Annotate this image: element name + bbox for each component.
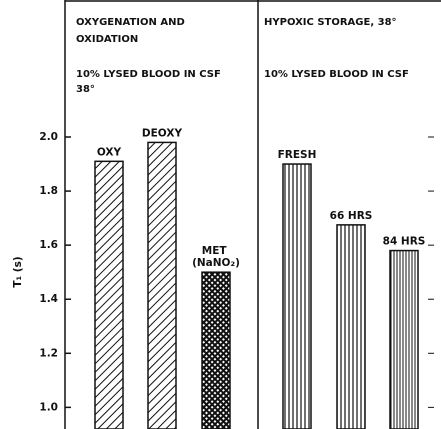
bar-label: FRESH xyxy=(278,149,317,161)
y-tick-label: 1.4 xyxy=(39,293,58,305)
y-axis-label: T₁ (s) xyxy=(12,256,24,287)
panel-title: OXIDATION xyxy=(76,34,138,45)
bar-label: 84 HRS xyxy=(383,236,426,248)
panel-title: HYPOXIC STORAGE, 38° xyxy=(264,17,397,28)
y-tick-label: 1.0 xyxy=(39,401,58,413)
bar xyxy=(282,163,312,429)
panel-subtitle: 38° xyxy=(76,84,95,95)
y-tick-label: 1.8 xyxy=(39,185,58,197)
bar-label: DEOXY xyxy=(142,127,183,139)
panel-subtitle: 10% LYSED BLOOD IN CSF xyxy=(76,69,221,80)
bar xyxy=(147,141,177,429)
bar xyxy=(94,160,124,429)
panel-subtitle: 10% LYSED BLOOD IN CSF xyxy=(264,69,409,80)
bar xyxy=(389,249,419,429)
y-tick-label: 2.0 xyxy=(39,131,58,143)
bar xyxy=(201,271,231,429)
y-tick-label: 1.2 xyxy=(39,347,58,359)
bar-label: MET (NaNO₂) xyxy=(192,245,240,269)
y-tick-label: 1.6 xyxy=(39,239,58,251)
bar-label: OXY xyxy=(97,146,122,158)
panel-title: OXYGENATION AND xyxy=(76,17,185,28)
bar xyxy=(336,224,366,429)
bar-label: 66 HRS xyxy=(330,210,373,222)
